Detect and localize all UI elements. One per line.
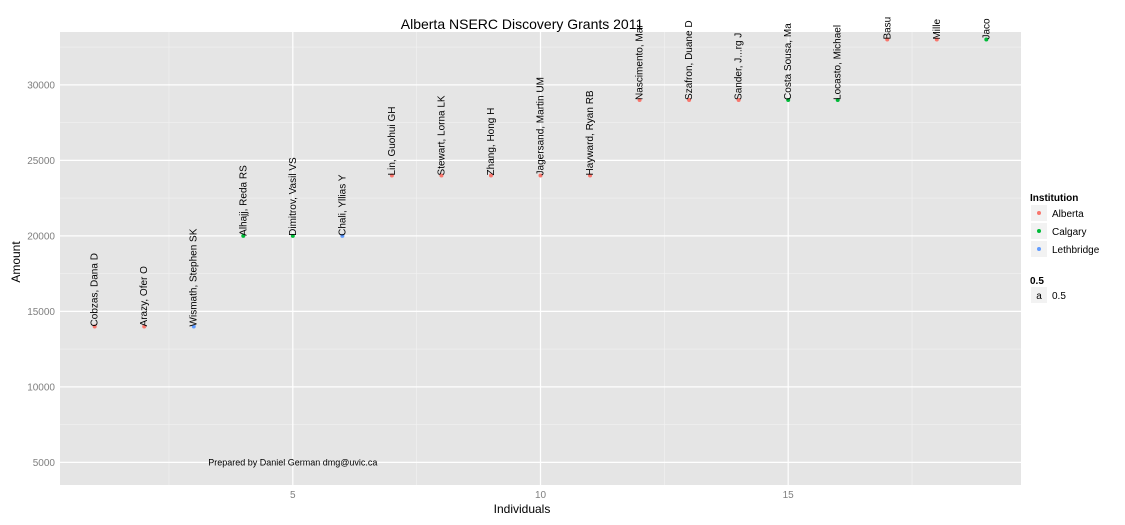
point-labels: Cobzas, Dana D Arazy, Ofer O Wismath, Step… <box>90 17 993 327</box>
legend-label: Calgary <box>1052 227 1086 238</box>
point-label: Sander, J...rg J <box>734 33 745 100</box>
point-label: Wismath, Stephen SK <box>189 228 200 326</box>
data-point <box>934 37 939 42</box>
data-point <box>290 233 295 238</box>
point-label: Hayward, Ryan RB <box>585 90 596 175</box>
data-point <box>488 173 493 178</box>
legend-alpha-label: 0.5 <box>1052 291 1066 302</box>
data-point <box>687 97 692 102</box>
point-label: Jaco <box>981 18 992 40</box>
grid <box>60 32 1021 485</box>
data-point <box>538 173 543 178</box>
legend-alpha-key <box>1031 287 1047 303</box>
data-point <box>340 233 345 238</box>
x-axis: 5 10 15 <box>290 490 794 501</box>
x-tick-label: 5 <box>290 490 296 501</box>
point-label: Alhajj, Reda RS <box>238 165 249 236</box>
point-label: Chali, Yllias Y <box>337 174 348 236</box>
y-axis-title: Amount <box>9 241 23 283</box>
point-label: Lin, Guohui GH <box>387 107 398 176</box>
data-points <box>92 37 989 329</box>
legend-point <box>1037 211 1041 215</box>
point-label: Costa Sousa, Ma <box>783 23 794 100</box>
data-point <box>191 324 196 329</box>
legend-alpha-key-glyph: a <box>1036 291 1042 302</box>
data-point <box>241 233 246 238</box>
point-label: Zhang, Hong H <box>486 108 497 176</box>
legend-point <box>1037 229 1041 233</box>
data-point <box>736 97 741 102</box>
data-point <box>439 173 444 178</box>
data-point <box>389 173 394 178</box>
y-axis: 5000 10000 15000 20000 25000 30000 <box>27 80 55 469</box>
legend-title: Institution <box>1030 193 1078 204</box>
data-point <box>92 324 97 329</box>
point-label: Jagersand, Martin UM <box>536 77 547 175</box>
data-point <box>142 324 147 329</box>
data-point <box>637 97 642 102</box>
data-point <box>588 173 593 178</box>
point-label: Stewart, Lorna LK <box>436 95 447 175</box>
point-label: Mille <box>932 19 943 40</box>
y-tick-label: 10000 <box>27 382 55 393</box>
y-tick-label: 30000 <box>27 80 55 91</box>
y-tick-label: 20000 <box>27 231 55 242</box>
data-point <box>786 97 791 102</box>
point-label: Arazy, Ofer O <box>139 266 150 327</box>
legend: Institution Alberta Calgary Lethbridge 0.5… <box>1030 193 1100 303</box>
y-tick-label: 5000 <box>33 458 56 469</box>
legend-point <box>1037 247 1041 251</box>
point-label: Cobzas, Dana D <box>90 253 101 326</box>
x-tick-label: 10 <box>535 490 547 501</box>
x-tick-label: 15 <box>783 490 795 501</box>
legend-alpha-title: 0.5 <box>1030 276 1044 287</box>
point-label: Nascimento, Mar <box>635 24 646 100</box>
chart-title: Alberta NSERC Discovery Grants 2011 <box>401 16 644 32</box>
y-tick-label: 15000 <box>27 307 55 318</box>
y-tick-label: 25000 <box>27 156 55 167</box>
annotation: Prepared by Daniel German dmg@uvic.ca <box>208 457 377 467</box>
legend-label: Alberta <box>1052 209 1084 220</box>
point-label: Szafron, Duane D <box>684 20 695 100</box>
point-label: Basu <box>882 17 893 40</box>
point-label: Dimitrov, Vasil VS <box>288 157 299 236</box>
legend-label: Lethbridge <box>1052 245 1100 256</box>
data-point <box>835 97 840 102</box>
data-point <box>984 37 989 42</box>
x-axis-title: Individuals <box>494 502 551 516</box>
point-label: Locasto, Michael <box>833 25 844 100</box>
data-point <box>885 37 890 42</box>
